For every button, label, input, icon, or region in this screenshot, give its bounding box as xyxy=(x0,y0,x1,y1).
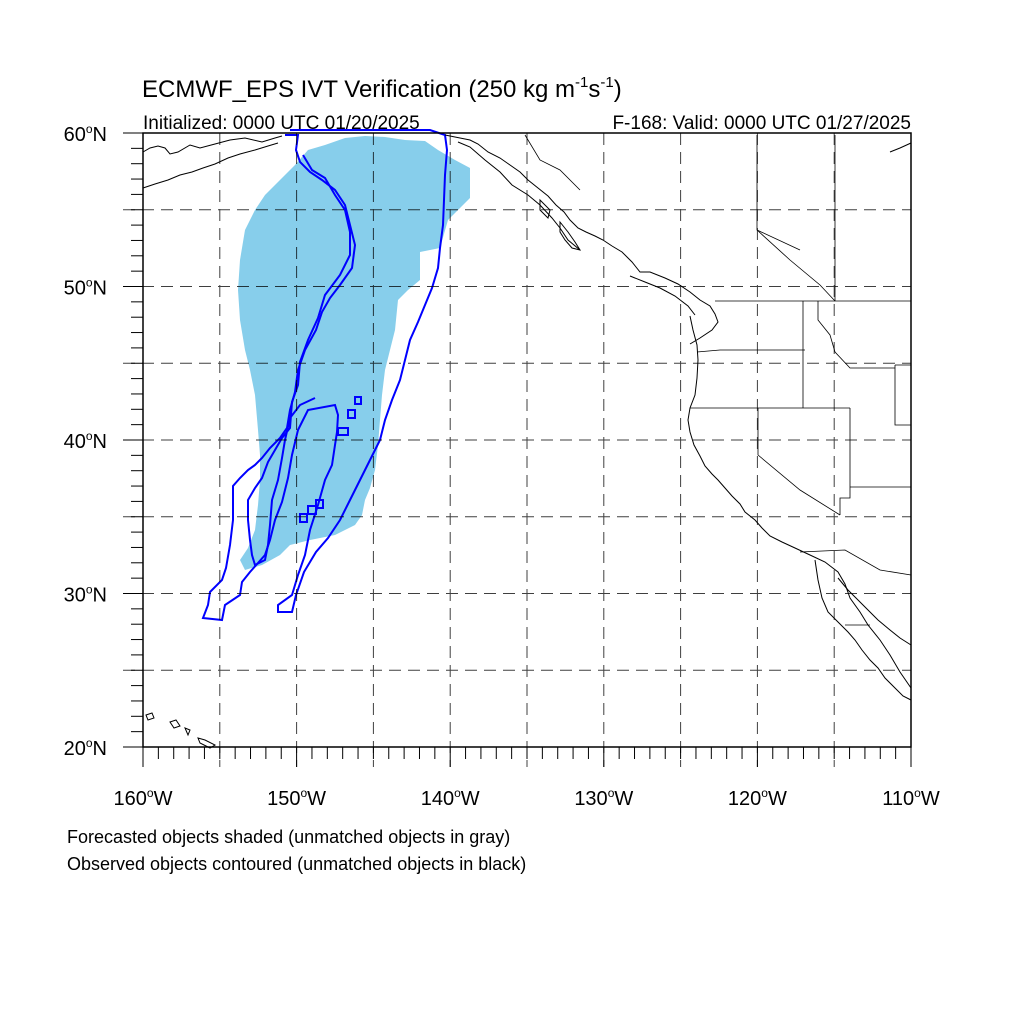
latitude-label: 40oN xyxy=(64,429,107,453)
observed-small-contour xyxy=(347,409,356,419)
latitude-label: 60oN xyxy=(64,122,107,146)
observed-small-contour xyxy=(354,396,362,405)
latitude-label: 20oN xyxy=(64,736,107,760)
id-border xyxy=(817,301,895,369)
political-borders xyxy=(524,134,912,626)
axis-tick-marks xyxy=(123,132,912,767)
map-title: ECMWF_EPS IVT Verification (250 kg m-1s-… xyxy=(142,74,622,103)
ak-bc-border xyxy=(524,134,581,191)
longitude-label: 130oW xyxy=(574,786,633,810)
alaska-panhandle-coastline xyxy=(444,134,613,251)
observed-ivt-contours xyxy=(201,129,449,622)
latitude-label: 50oN xyxy=(64,276,107,300)
baja-coastline xyxy=(814,559,912,701)
us-west-coastline xyxy=(687,315,912,689)
bc-alberta-border xyxy=(756,135,836,302)
observed-small-contour xyxy=(315,499,324,509)
map-panel xyxy=(123,129,912,767)
mt-border xyxy=(894,364,911,426)
init-time-label: Initialized: 0000 UTC 01/20/2025 xyxy=(143,113,420,134)
latitude-labels: 60oN 50oN 40oN 30oN 20oN xyxy=(64,122,107,760)
lat-lon-gridlines xyxy=(123,133,911,767)
hawaii-islands xyxy=(145,712,217,749)
alaska-coastline xyxy=(142,135,283,189)
longitude-label: 120oW xyxy=(728,786,787,810)
latitude-label: 30oN xyxy=(64,583,107,607)
observed-outer-contour xyxy=(201,129,449,622)
longitude-label: 110oW xyxy=(882,786,940,810)
observed-inner-contour xyxy=(247,154,351,567)
longitude-labels: 160oW 150oW 140oW 130oW 120oW 110oW xyxy=(114,786,940,810)
wa-or-border xyxy=(696,349,805,353)
caption-observed: Observed objects contoured (unmatched ob… xyxy=(67,854,526,874)
yukon-border xyxy=(756,135,836,301)
valid-time-label: F-168: Valid: 0000 UTC 01/27/2025 xyxy=(612,113,911,134)
longitude-label: 150oW xyxy=(267,786,326,810)
us-mexico-border xyxy=(799,549,912,576)
caption-forecast: Forecasted objects shaded (unmatched obj… xyxy=(67,827,510,847)
coastlines xyxy=(142,134,912,749)
bc-coastline xyxy=(611,245,719,345)
ca-nv-border xyxy=(757,408,841,516)
bc-islands xyxy=(539,198,582,251)
observed-small-contour xyxy=(337,427,349,436)
northeast-coast-fragment xyxy=(889,142,912,153)
longitude-label: 140oW xyxy=(421,786,480,810)
observed-small-contour xyxy=(299,513,308,523)
forecast-ivt-object xyxy=(238,136,470,570)
longitude-label: 160oW xyxy=(114,786,173,810)
nv-ut-border xyxy=(839,408,851,515)
observed-small-contour xyxy=(307,505,317,515)
